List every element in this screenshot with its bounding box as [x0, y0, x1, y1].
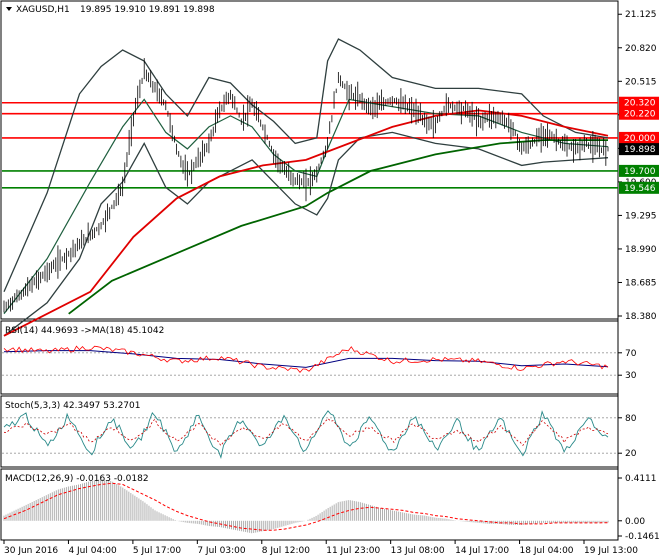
level-tag-4	[619, 181, 659, 194]
rsi-ma-line	[3, 350, 609, 368]
rsi-header: RSI(14) 44.9693 ->MA(18) 45.1042	[5, 326, 164, 336]
price-ytick-label: 18.990	[625, 245, 657, 255]
xtick-label: 8 Jul 12:00	[262, 546, 311, 556]
bollinger-lower-line	[3, 131, 609, 337]
price-ytick-label: 18.685	[625, 278, 657, 288]
symbol-dropdown-icon[interactable]	[6, 7, 12, 11]
level-tag-label: 19.546	[624, 184, 656, 194]
price-ytick-label: 20.515	[625, 77, 657, 87]
level-tag-label: 20.000	[624, 134, 656, 144]
price-ytick-label: 18.380	[625, 312, 657, 322]
xtick-label: 11 Jul 23:00	[326, 546, 380, 556]
macd-ytick-label: 0.00	[625, 517, 645, 527]
macd-ytick-label: -0.1461	[625, 532, 660, 542]
macd-signal-line	[3, 482, 609, 531]
price-ytick-label: 21.125	[625, 10, 657, 20]
ma-green-line	[68, 139, 608, 315]
stoch-header: Stoch(5,3,3) 42.3497 53.2701	[5, 401, 140, 411]
level-tag-2	[619, 131, 659, 144]
xtick-label: 18 Jul 04:00	[520, 546, 574, 556]
xtick-label: 19 Jul 13:00	[584, 546, 638, 556]
osc-ytick-label: 30	[625, 371, 637, 381]
price-bars	[3, 58, 609, 313]
level-tag-label: 20.220	[624, 110, 656, 120]
bollinger-upper-line	[3, 38, 609, 293]
level-tag-label: 20.320	[624, 99, 656, 109]
level-tag-label: 19.700	[624, 167, 656, 177]
xtick-label: 5 Jul 17:00	[133, 546, 182, 556]
level-tag-3	[619, 164, 659, 177]
xtick-label: 7 Jul 03:00	[197, 546, 246, 556]
xtick-label: 4 Jul 04:00	[68, 546, 117, 556]
xtick-label: 30 Jun 2016	[4, 546, 58, 556]
price-ytick-label: 19.295	[625, 211, 657, 221]
macd-header: MACD(12,26,9) -0.0163 -0.0182	[5, 474, 149, 484]
stoch-d-line	[3, 418, 609, 447]
level-tag-1	[619, 107, 659, 120]
last-price-label: 19.898	[624, 145, 656, 155]
price-header-symbol: XAGUSD,H1	[16, 5, 70, 15]
price-ytick-label: 20.820	[625, 44, 657, 54]
osc-ytick-label: 70	[625, 349, 637, 359]
price-header-ohlc: 19.895 19.910 19.891 19.898	[80, 5, 215, 15]
osc-ytick-label: 80	[625, 414, 637, 424]
level-tag-0	[619, 96, 659, 109]
macd-ytick-label: 0.4111	[625, 474, 657, 484]
last-price-tag	[619, 143, 659, 156]
xtick-label: 13 Jul 08:00	[391, 546, 445, 556]
xtick-label: 14 Jul 17:00	[455, 546, 509, 556]
ma-red-line	[3, 109, 609, 337]
rsi-line	[3, 345, 609, 374]
osc-ytick-label: 20	[625, 449, 637, 459]
